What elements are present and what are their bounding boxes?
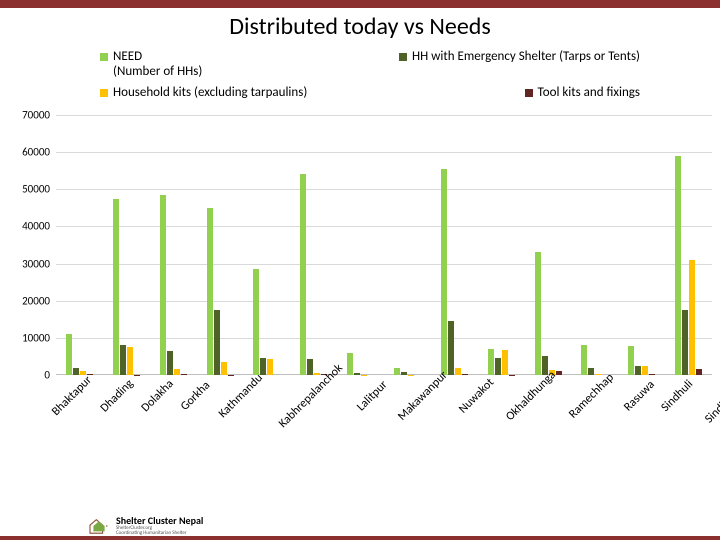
bar [696, 369, 702, 375]
bar [120, 345, 126, 375]
district-group [665, 115, 712, 375]
footer: Shelter Cluster Nepal ShelterCluster.org… [88, 516, 203, 536]
x-tick-label: Dolakha [139, 377, 177, 415]
bar [642, 366, 648, 375]
bar [87, 374, 93, 375]
y-tick-label: 30000 [22, 257, 50, 270]
x-tick-label: Rasuwa [621, 378, 657, 414]
district-group [150, 115, 197, 375]
bar [588, 368, 594, 375]
bar [675, 156, 681, 375]
x-tick-label: Nuwakot [456, 376, 497, 417]
district-group [571, 115, 618, 375]
bar [73, 368, 79, 375]
bar [207, 208, 213, 375]
bar [581, 345, 587, 375]
x-tick-label: Makawanpur [395, 368, 450, 423]
bar [307, 359, 313, 375]
legend-swatch [100, 89, 108, 97]
bar [160, 195, 166, 375]
district-group [525, 115, 572, 375]
shelter-cluster-logo-icon [88, 517, 110, 535]
x-tick-label: Dhading [98, 377, 137, 416]
bars-area [56, 115, 712, 375]
x-tick-label: Bhaktapur [49, 373, 95, 419]
bar [535, 252, 541, 375]
bar [113, 199, 119, 375]
legend-label: HH with Emergency Shelter (Tarps or Tent… [412, 49, 640, 64]
page-title: Distributed today vs Needs [0, 12, 720, 41]
bar [260, 358, 266, 375]
legend-item-emergency: HH with Emergency Shelter (Tarps or Tent… [399, 49, 640, 79]
bar [502, 350, 508, 375]
legend-item-need: NEED (Number of HHs) [100, 49, 202, 79]
bar [221, 362, 227, 375]
y-tick-label: 70000 [22, 109, 50, 122]
bar [649, 374, 655, 375]
x-tick-label: Okhaldhunga [503, 368, 559, 424]
x-tick-label: Gorkha [178, 379, 213, 414]
bar [401, 372, 407, 375]
bar [127, 347, 133, 375]
y-tick-label: 40000 [22, 220, 50, 233]
y-tick-label: 50000 [22, 183, 50, 196]
x-tick-label: Lalitpur [354, 378, 390, 414]
district-group [618, 115, 665, 375]
bar-chart: 010000200003000040000500006000070000 Bha… [12, 115, 712, 415]
bottom-accent-bar [0, 536, 720, 540]
x-tick-label: Ramechhap [567, 371, 618, 422]
bar [455, 368, 461, 375]
legend-label: NEED (Number of HHs) [113, 49, 202, 79]
legend-item-tool: Tool kits and fixings [525, 85, 640, 100]
district-group [431, 115, 478, 375]
bar [595, 374, 601, 375]
x-tick-label: Sindhuli [659, 377, 696, 414]
legend-swatch [525, 89, 533, 97]
bar [167, 351, 173, 375]
bar [214, 310, 220, 375]
bar [181, 374, 187, 375]
bar [354, 373, 360, 375]
chart-legend: NEED (Number of HHs) HH with Emergency S… [0, 41, 720, 110]
district-group [290, 115, 337, 375]
legend-label: Household kits (excluding tarpaulins) [113, 85, 307, 100]
bar [267, 359, 273, 375]
legend-label: Tool kits and fixings [538, 85, 640, 100]
top-accent-bar [0, 0, 720, 8]
district-group [478, 115, 525, 375]
y-tick-label: 20000 [22, 294, 50, 307]
y-tick-label: 0 [44, 369, 50, 382]
bar [628, 346, 634, 375]
legend-swatch [399, 53, 407, 61]
bar [314, 373, 320, 375]
bar [66, 334, 72, 375]
bar [689, 260, 695, 375]
y-axis: 010000200003000040000500006000070000 [12, 115, 54, 375]
bar [682, 310, 688, 375]
bar [448, 321, 454, 375]
bar [347, 353, 353, 375]
bar [495, 358, 501, 375]
district-group [197, 115, 244, 375]
district-group [337, 115, 384, 375]
legend-item-household: Household kits (excluding tarpaulins) [100, 85, 307, 100]
bar [635, 366, 641, 375]
bar [488, 349, 494, 375]
x-tick-label: Kathmandu [216, 371, 266, 421]
bar [253, 269, 259, 375]
y-tick-label: 10000 [22, 331, 50, 344]
bar [300, 174, 306, 375]
district-group [384, 115, 431, 375]
y-tick-label: 60000 [22, 146, 50, 159]
district-group [103, 115, 150, 375]
bar [174, 369, 180, 375]
district-group [243, 115, 290, 375]
district-group [56, 115, 103, 375]
bar [441, 169, 447, 375]
legend-swatch [100, 53, 108, 61]
bar [394, 368, 400, 375]
bar [462, 374, 468, 375]
x-axis-labels: BhaktapurDhadingDolakhaGorkhaKathmanduKa… [56, 377, 712, 391]
